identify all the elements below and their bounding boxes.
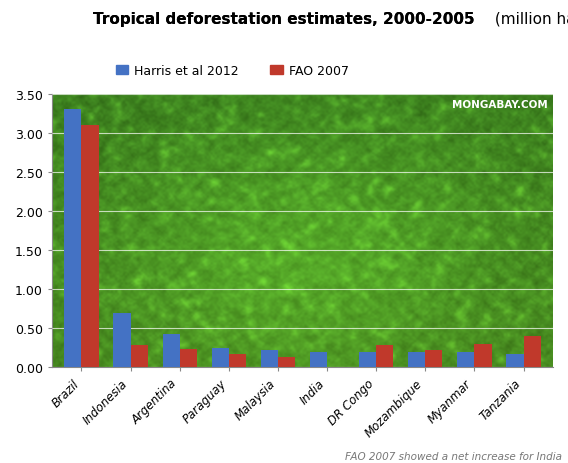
Text: Tropical deforestation estimates, 2000-2005: Tropical deforestation estimates, 2000-2… (93, 12, 475, 26)
Bar (114, 313, 131, 368)
Bar (506, 354, 524, 368)
Bar (64, 110, 81, 368)
Bar (359, 352, 376, 368)
Text: FAO 2007 showed a net increase for India: FAO 2007 showed a net increase for India (345, 450, 562, 461)
Bar (229, 354, 246, 368)
Bar (408, 352, 425, 368)
Bar (261, 350, 278, 368)
Bar (162, 335, 179, 368)
Bar (278, 357, 295, 368)
Text: (million ha/yr): (million ha/yr) (490, 12, 568, 26)
Text: Tropical deforestation estimates, 2000-2005: Tropical deforestation estimates, 2000-2… (93, 12, 475, 26)
Bar (179, 349, 197, 368)
Bar (474, 344, 492, 368)
Bar (425, 350, 442, 368)
Bar (376, 346, 394, 368)
Bar (524, 336, 541, 368)
Bar (310, 352, 327, 368)
Bar (81, 126, 99, 368)
Bar (212, 348, 229, 368)
Legend: Harris et al 2012, FAO 2007: Harris et al 2012, FAO 2007 (111, 60, 354, 83)
Bar (131, 346, 148, 368)
Text: Tropical deforestation estimates, 2000-2005 (million ha/yr): Tropical deforestation estimates, 2000-2… (59, 12, 509, 26)
Bar (457, 353, 474, 368)
Text: MONGABAY.COM: MONGABAY.COM (452, 100, 548, 110)
